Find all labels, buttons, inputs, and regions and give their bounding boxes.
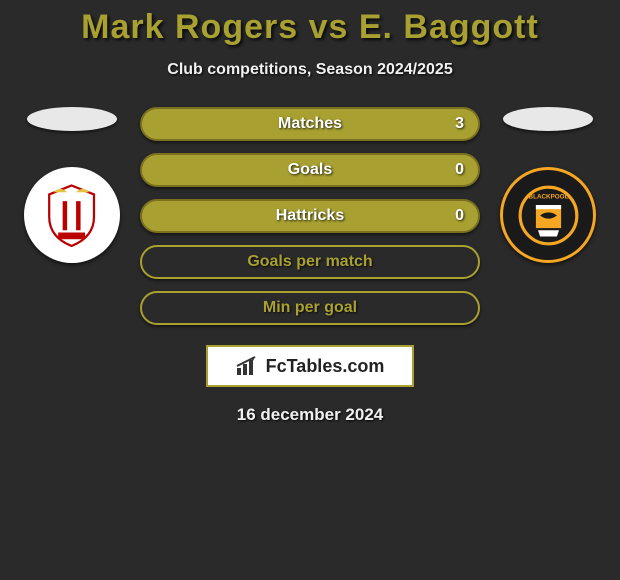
team-crest-right: BLACKPOOL — [500, 167, 596, 263]
bar-label: Matches — [278, 115, 342, 133]
bar-hattricks: Hattricks 0 — [140, 199, 480, 233]
brand-chart-icon — [236, 356, 260, 376]
subtitle: Club competitions, Season 2024/2025 — [0, 61, 620, 79]
bar-label: Goals per match — [247, 253, 372, 271]
player-oval-left — [27, 107, 117, 131]
stat-bars: Matches 3 Goals 0 Hattricks 0 Goals per … — [140, 107, 480, 325]
brand-box: FcTables.com — [206, 345, 414, 387]
bar-label: Hattricks — [276, 207, 344, 225]
date-label: 16 december 2024 — [0, 405, 620, 425]
comparison-row: Matches 3 Goals 0 Hattricks 0 Goals per … — [0, 107, 620, 325]
bar-matches: Matches 3 — [140, 107, 480, 141]
stevenage-crest-icon — [38, 181, 105, 248]
page-title: Mark Rogers vs E. Baggott — [0, 8, 620, 47]
bar-label: Min per goal — [263, 299, 357, 317]
blackpool-crest-icon: BLACKPOOL — [517, 184, 580, 247]
svg-text:BLACKPOOL: BLACKPOOL — [528, 193, 568, 200]
bar-goals-per-match: Goals per match — [140, 245, 480, 279]
bar-goals: Goals 0 — [140, 153, 480, 187]
team-crest-left — [24, 167, 120, 263]
player-oval-right — [503, 107, 593, 131]
bar-label: Goals — [288, 161, 332, 179]
bar-value: 0 — [455, 161, 464, 179]
bar-value: 3 — [455, 115, 464, 133]
bar-value: 0 — [455, 207, 464, 225]
left-column — [22, 107, 122, 263]
bar-min-per-goal: Min per goal — [140, 291, 480, 325]
right-column: BLACKPOOL — [498, 107, 598, 263]
brand-label: FcTables.com — [266, 356, 385, 377]
